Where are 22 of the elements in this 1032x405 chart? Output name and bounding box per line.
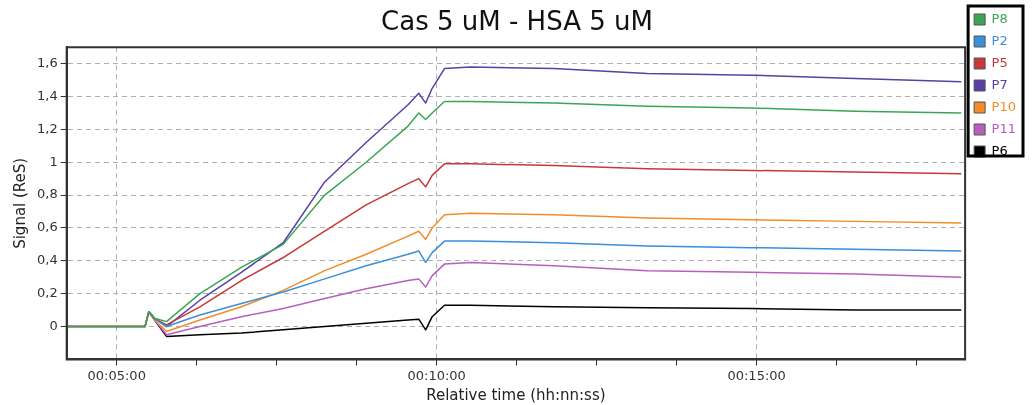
legend-label: P6 (991, 142, 1008, 158)
x-tick-label: 00:15:00 (727, 367, 786, 383)
chart-title: Cas 5 uM - HSA 5 uM (381, 6, 653, 37)
y-tick-label: 0,2 (36, 285, 58, 301)
y-tick-label: 1,2 (36, 120, 58, 136)
x-tick-label: 00:10:00 (407, 367, 466, 383)
legend-label: P2 (991, 32, 1008, 48)
legend-label: P7 (991, 76, 1008, 92)
y-tick-label: 0,8 (36, 186, 58, 202)
x-axis-title: Relative time (hh:nn:ss) (426, 385, 606, 404)
legend-label: P8 (991, 10, 1008, 26)
legend-label: P10 (991, 98, 1017, 114)
y-tick-label: 0,6 (36, 219, 58, 235)
x-tick-label: 00:05:00 (87, 367, 146, 383)
y-tick-label: 1,4 (36, 87, 58, 103)
y-tick-label: 0,4 (36, 252, 58, 268)
y-tick-label: 0 (49, 317, 58, 333)
y-tick-label: 1 (49, 153, 58, 169)
y-axis-title: Signal (ReS) (10, 157, 29, 249)
legend-label: P11 (991, 120, 1017, 136)
y-tick-label: 1,6 (36, 55, 58, 71)
legend-label: P5 (991, 54, 1008, 70)
